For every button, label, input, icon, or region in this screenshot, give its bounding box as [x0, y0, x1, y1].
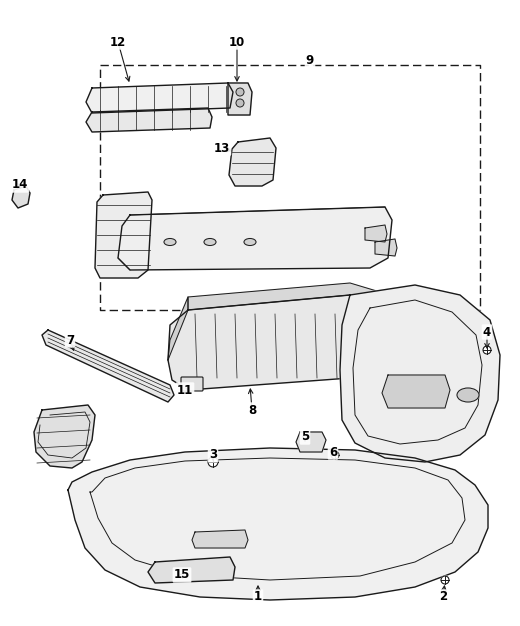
Polygon shape — [188, 283, 390, 310]
Polygon shape — [382, 375, 450, 408]
Polygon shape — [42, 330, 174, 402]
Polygon shape — [365, 225, 387, 242]
Polygon shape — [148, 557, 235, 583]
Text: 1: 1 — [254, 590, 262, 603]
Polygon shape — [86, 83, 233, 113]
Ellipse shape — [204, 239, 216, 245]
Text: 6: 6 — [329, 446, 337, 458]
Polygon shape — [375, 239, 397, 256]
Circle shape — [483, 346, 491, 354]
Text: 7: 7 — [66, 334, 74, 347]
Polygon shape — [168, 295, 405, 390]
Polygon shape — [95, 192, 152, 278]
Ellipse shape — [244, 239, 256, 245]
Text: 3: 3 — [209, 448, 217, 461]
Text: 2: 2 — [439, 590, 447, 603]
Polygon shape — [12, 186, 30, 208]
Text: 14: 14 — [12, 178, 28, 192]
Polygon shape — [86, 108, 212, 132]
Polygon shape — [229, 138, 276, 186]
Ellipse shape — [164, 239, 176, 245]
Polygon shape — [228, 83, 252, 115]
Polygon shape — [118, 207, 392, 270]
Ellipse shape — [457, 388, 479, 402]
Polygon shape — [192, 530, 248, 548]
Text: 8: 8 — [248, 404, 256, 416]
Polygon shape — [296, 432, 326, 452]
FancyBboxPatch shape — [181, 377, 203, 391]
Text: 10: 10 — [229, 36, 245, 48]
Circle shape — [208, 457, 218, 467]
Polygon shape — [340, 285, 500, 462]
Text: 12: 12 — [110, 36, 126, 48]
Text: 5: 5 — [301, 431, 309, 443]
Circle shape — [236, 99, 244, 107]
Text: 11: 11 — [177, 384, 193, 396]
Polygon shape — [34, 405, 95, 468]
Circle shape — [236, 88, 244, 96]
Text: 15: 15 — [174, 568, 190, 582]
Text: 9: 9 — [306, 53, 314, 66]
Polygon shape — [68, 448, 488, 600]
Polygon shape — [168, 297, 188, 360]
Circle shape — [441, 576, 449, 584]
Text: 13: 13 — [214, 141, 230, 155]
Circle shape — [331, 451, 339, 459]
Text: 4: 4 — [483, 326, 491, 339]
